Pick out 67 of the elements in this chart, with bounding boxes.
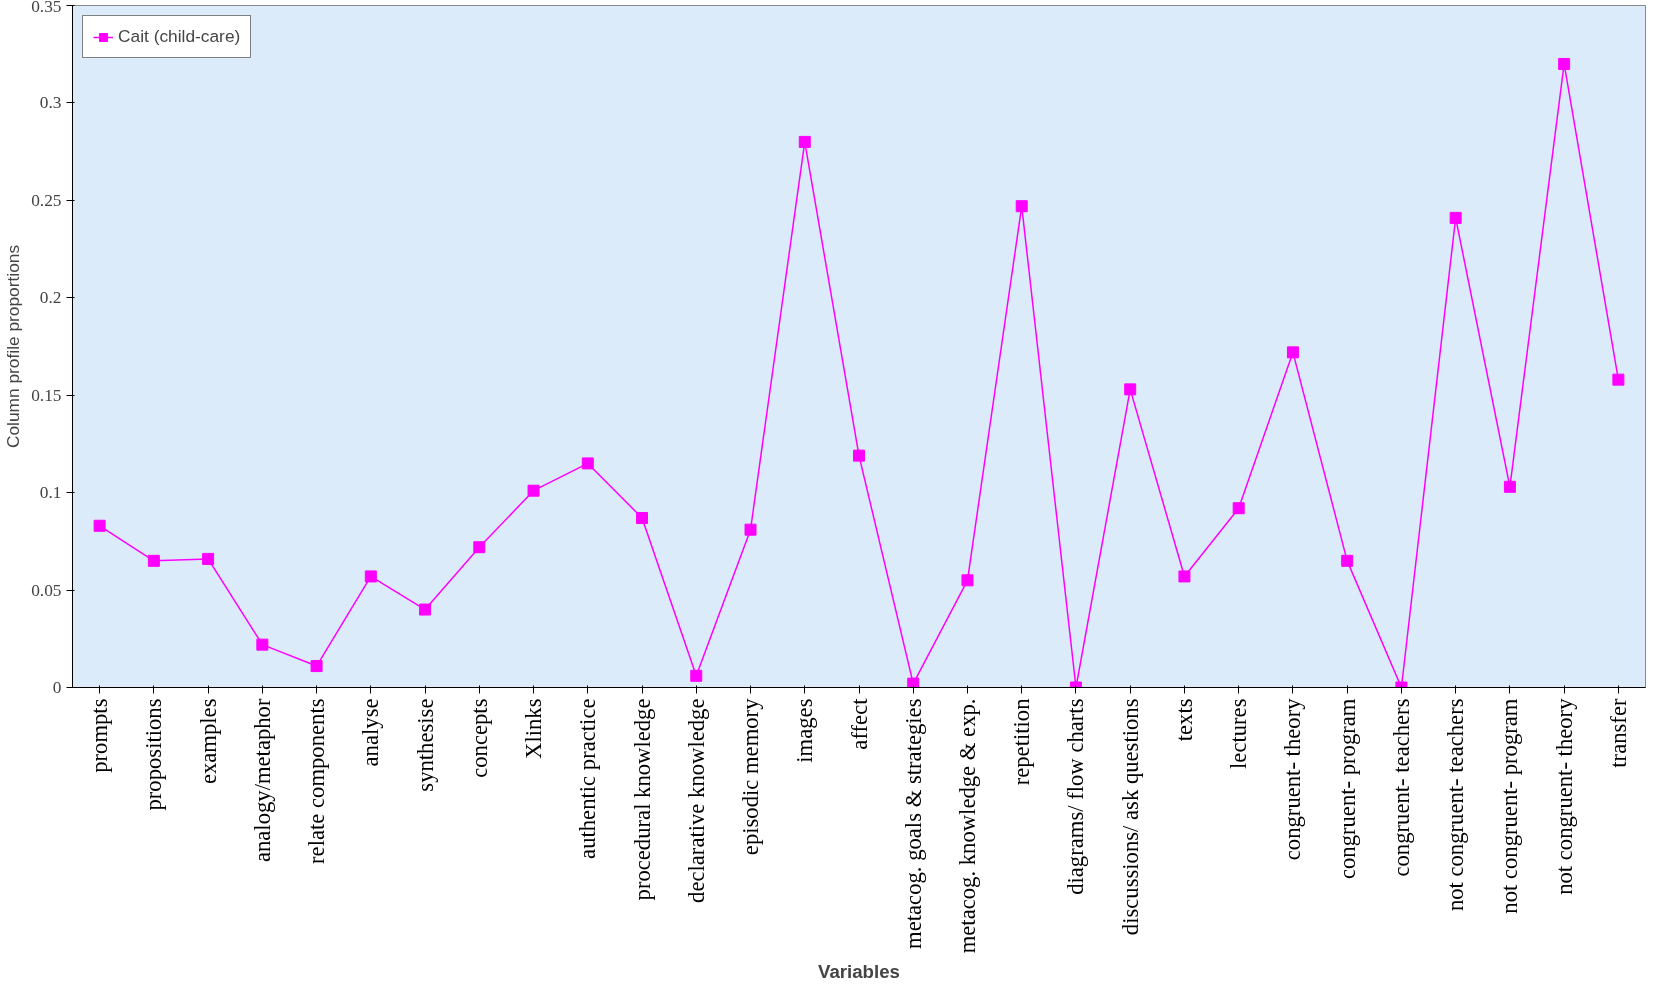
x-tick-label: declarative knowledge [683, 698, 709, 903]
x-tick-label: examples [195, 698, 221, 785]
x-tick-label: texts [1171, 698, 1197, 742]
point [1449, 211, 1462, 224]
y-tick-label: 0.3 [39, 93, 62, 113]
x-tick-label: discussions/ ask questions [1117, 698, 1143, 936]
point [1286, 346, 1299, 359]
point [419, 603, 432, 616]
x-tick-label: affect [846, 697, 872, 750]
point [1341, 554, 1354, 567]
legend-label: Cait (child-care) [118, 26, 241, 47]
x-tick-label: procedural knowledge [629, 698, 655, 901]
point [93, 519, 106, 532]
point [256, 638, 269, 651]
x-axis-title: Variables [818, 961, 900, 983]
x-tick-label: metacog. goals & strategies [900, 698, 926, 949]
point [690, 669, 703, 682]
x-tick-label: images [792, 698, 818, 763]
point [1178, 570, 1191, 583]
x-tick-label: synthesise [412, 698, 438, 792]
x-tick-label: analogy/metaphor [249, 698, 275, 863]
point [798, 135, 811, 148]
point [364, 570, 377, 583]
point [473, 541, 486, 554]
x-tick-label: analyse [358, 698, 384, 767]
x-tick-label: transfer [1605, 698, 1631, 768]
x-tick-label: metacog. knowledge & exp. [954, 698, 980, 954]
y-tick-label: 0.25 [31, 190, 62, 210]
x-tick-label: Xlinks [521, 698, 547, 759]
x-tick-label: prompts [87, 698, 113, 773]
point [147, 554, 160, 567]
y-tick-label: 0.2 [39, 288, 62, 308]
x-tick-label: propositions [141, 698, 167, 811]
point [581, 457, 594, 470]
y-axis-title: Column profile proportions [3, 244, 24, 449]
y-tick-label: 0.15 [31, 385, 62, 405]
point [1558, 57, 1571, 70]
x-tick-label: repetition [1009, 698, 1035, 786]
point [1015, 200, 1028, 213]
point [1612, 373, 1625, 386]
y-tick-label: 0.1 [39, 483, 62, 503]
x-tick-label: not congruent- program [1497, 698, 1523, 914]
y-tick-label: 0.05 [31, 580, 62, 600]
point [310, 660, 323, 673]
x-tick-label: congruent- program [1334, 698, 1360, 880]
point [1503, 480, 1516, 493]
point [636, 511, 649, 524]
point [907, 677, 920, 688]
y-tick-label: 0 [52, 678, 62, 697]
x-tick-label: concepts [466, 698, 492, 778]
point [744, 523, 757, 536]
point [527, 484, 540, 497]
x-tick-label: congruent- teachers [1388, 698, 1414, 877]
point [853, 449, 865, 462]
x-tick-label: episodic memory [738, 697, 764, 856]
x-tick-label: not congruent- theory [1551, 697, 1577, 895]
x-tick-label: authentic practice [575, 698, 601, 859]
x-tick-label: lectures [1226, 698, 1252, 769]
point [961, 574, 974, 587]
x-tick-label: diagrams/ flow charts [1063, 698, 1089, 895]
y-tick-label: 0.35 [31, 0, 62, 16]
point [1124, 383, 1137, 396]
x-tick-label: congruent- theory [1280, 697, 1306, 861]
point [1232, 502, 1245, 515]
point [202, 552, 215, 565]
x-tick-label: not congruent- teachers [1443, 698, 1469, 912]
x-tick-label: relate components [304, 698, 330, 864]
